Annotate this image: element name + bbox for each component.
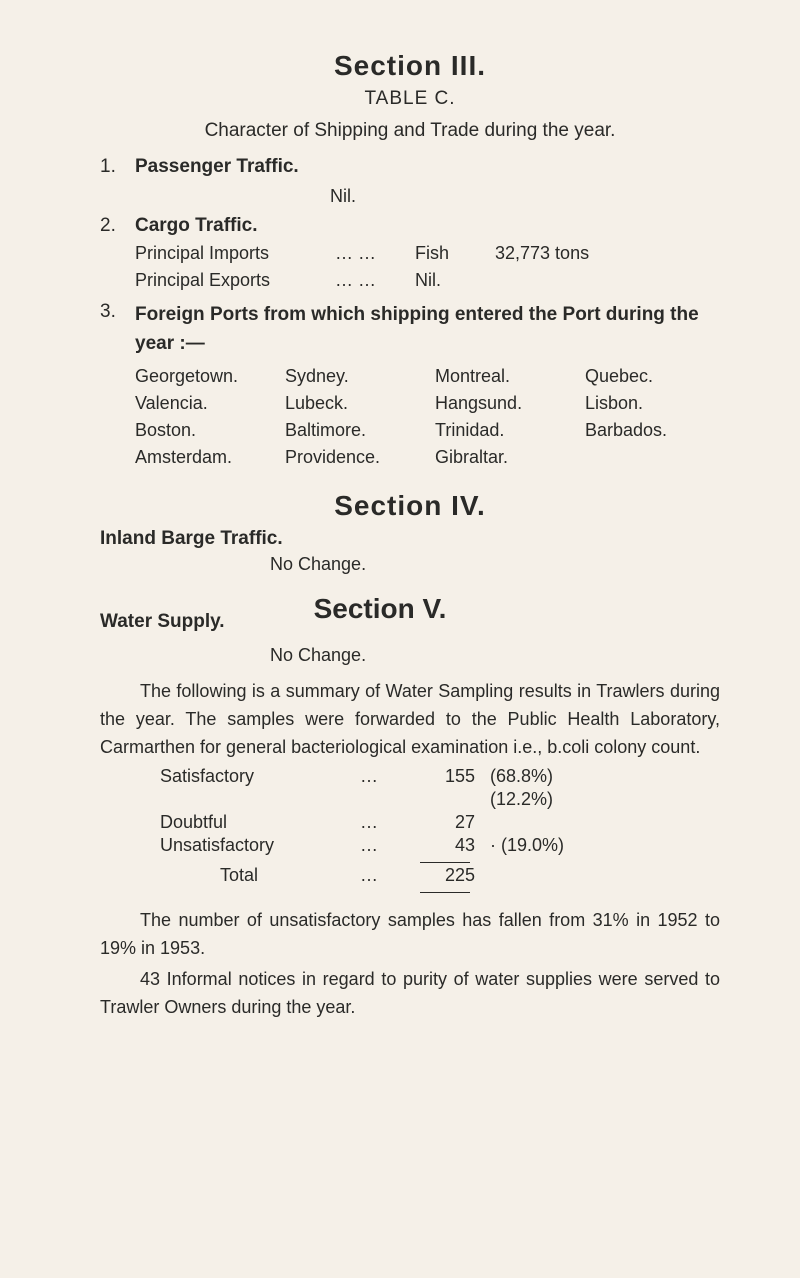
stat-value: 155 <box>420 766 475 787</box>
stat-label: Unsatisfactory <box>160 835 360 856</box>
principal-exports-row: Principal Exports … … Nil. <box>135 270 720 291</box>
item-title: Cargo Traffic. <box>135 215 720 237</box>
principal-imports-row: Principal Imports … … Fish 32,773 tons <box>135 243 720 264</box>
stat-label: Satisfactory <box>160 766 360 787</box>
item-cargo-traffic: 2. Cargo Traffic. Principal Imports … … … <box>100 215 720 291</box>
dots: … <box>360 812 420 833</box>
table-c-label: TABLE C. <box>100 88 720 110</box>
exports-name: Nil. <box>415 270 495 291</box>
section-iv-heading: Section IV. <box>100 490 720 522</box>
port-cell: Baltimore. <box>285 420 435 441</box>
imports-label: Principal Imports <box>135 243 335 264</box>
dots: … … <box>335 270 415 291</box>
port-cell <box>585 447 705 468</box>
water-supply-title: Water Supply. <box>100 611 225 633</box>
port-cell: Lubeck. <box>285 393 435 414</box>
stat-label: Doubtful <box>160 812 360 833</box>
dots: … <box>360 835 420 856</box>
port-cell: Barbados. <box>585 420 705 441</box>
port-cell: Gibraltar. <box>435 447 585 468</box>
unsatisfactory-trend-para: The number of unsatisfactory samples has… <box>100 907 720 963</box>
dots: … <box>360 865 420 886</box>
stat-percent: · (19.0%) <box>490 835 564 856</box>
port-cell: Providence. <box>285 447 435 468</box>
section-iv: Section IV. Inland Barge Traffic. No Cha… <box>100 490 720 575</box>
dots: … … <box>335 243 415 264</box>
inland-barge-value: No Change. <box>270 554 720 575</box>
port-cell: Amsterdam. <box>135 447 285 468</box>
inland-barge-title: Inland Barge Traffic. <box>100 528 720 550</box>
stat-percent: (12.2%) <box>490 789 553 810</box>
port-cell: Quebec. <box>585 366 705 387</box>
item-number: 3. <box>100 301 135 468</box>
stat-satisfactory: Satisfactory … 155 (68.8%) <box>160 766 720 787</box>
stat-total: Total … 225 <box>160 865 720 886</box>
stat-satisfactory-pct2: (12.2%) <box>160 789 720 810</box>
imports-amount: 32,773 tons <box>495 243 589 264</box>
port-cell: Montreal. <box>435 366 585 387</box>
item-title: Foreign Ports from which shipping entere… <box>135 301 720 358</box>
stat-unsatisfactory: Unsatisfactory … 43 · (19.0%) <box>160 835 720 856</box>
item-passenger-traffic: 1. Passenger Traffic. <box>100 156 720 178</box>
item-number: 2. <box>100 215 135 291</box>
item-foreign-ports: 3. Foreign Ports from which shipping ent… <box>100 301 720 468</box>
informal-notices-para: 43 Informal notices in regard to purity … <box>100 966 720 1022</box>
section-iii-heading: Section III. <box>100 50 720 82</box>
dots: … <box>360 766 420 787</box>
passenger-value: Nil. <box>330 186 720 207</box>
stat-value: 27 <box>420 812 475 833</box>
item-title: Passenger Traffic. <box>135 156 720 178</box>
section-iii-subtitle: Character of Shipping and Trade during t… <box>100 120 720 142</box>
port-cell: Trinidad. <box>435 420 585 441</box>
stat-label: Total <box>160 865 360 886</box>
item-number: 1. <box>100 156 135 178</box>
water-supply-no-change: No Change. <box>270 645 720 666</box>
stat-value: 225 <box>420 865 475 886</box>
port-cell: Lisbon. <box>585 393 705 414</box>
rule-line <box>420 862 470 863</box>
port-cell: Valencia. <box>135 393 285 414</box>
port-cell: Georgetown. <box>135 366 285 387</box>
stat-percent: (68.8%) <box>490 766 553 787</box>
port-cell: Boston. <box>135 420 285 441</box>
exports-label: Principal Exports <box>135 270 335 291</box>
port-cell: Sydney. <box>285 366 435 387</box>
section-iii: Section III. TABLE C. Character of Shipp… <box>100 50 720 468</box>
stat-doubtful: Doubtful … 27 <box>160 812 720 833</box>
section-v: Section V. Water Supply. No Change. The … <box>100 593 720 1022</box>
rule-line <box>420 892 470 893</box>
ports-grid: Georgetown. Sydney. Montreal. Quebec. Va… <box>135 366 720 468</box>
port-cell: Hangsund. <box>435 393 585 414</box>
water-summary-para: The following is a summary of Water Samp… <box>100 678 720 762</box>
imports-name: Fish <box>415 243 495 264</box>
stat-value: 43 <box>420 835 475 856</box>
